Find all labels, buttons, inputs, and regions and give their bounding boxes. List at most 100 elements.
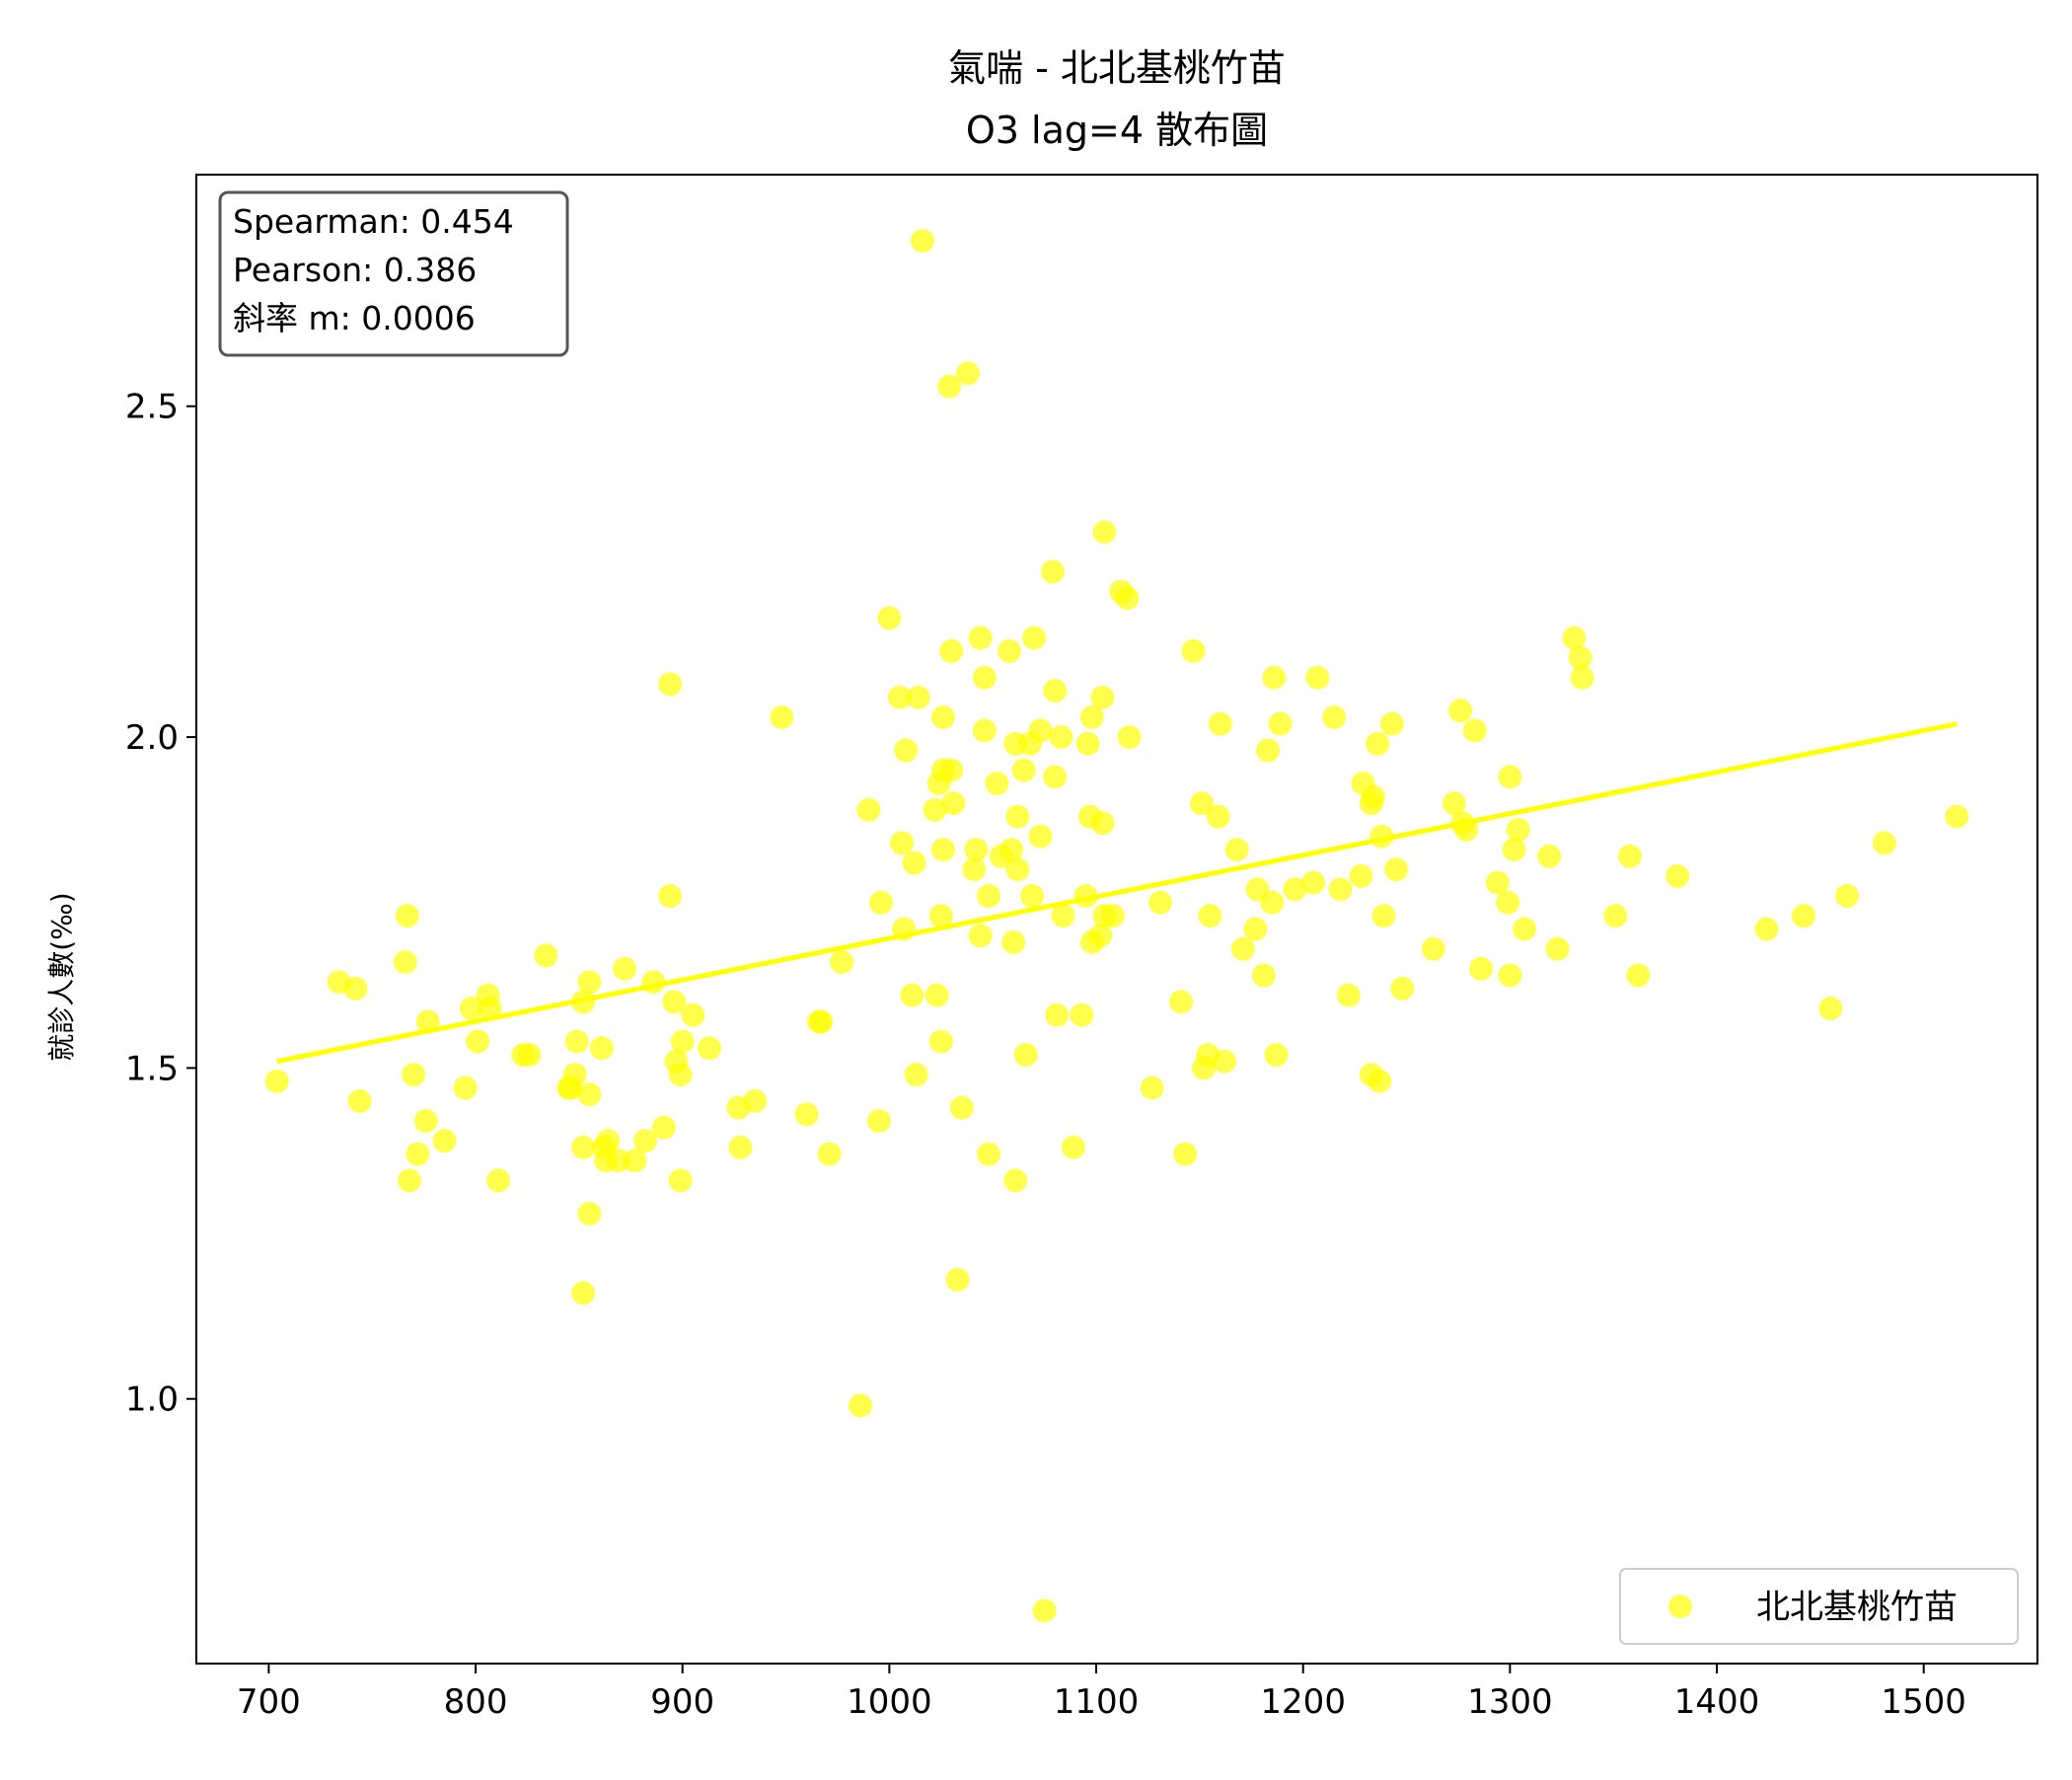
data-point	[1005, 804, 1030, 829]
data-point	[728, 1135, 753, 1159]
data-point	[406, 1142, 430, 1166]
slope-stat: 斜率 m: 0.0006	[233, 299, 476, 337]
data-point	[889, 831, 914, 855]
data-point	[1090, 685, 1115, 709]
plot-frame	[195, 174, 2038, 1665]
data-point	[1168, 990, 1193, 1014]
data-point	[1379, 711, 1404, 736]
data-point	[849, 1393, 873, 1418]
data-point	[1322, 705, 1347, 729]
y-axis-label: 就診人數(‰)	[45, 892, 78, 1061]
chart-title-line1: 氣喘 - 北北基桃竹苗	[948, 46, 1286, 90]
data-point	[1189, 791, 1214, 816]
data-point	[589, 1036, 614, 1061]
data-point	[939, 638, 964, 663]
data-point	[571, 1281, 596, 1305]
data-point	[1366, 731, 1390, 756]
data-point	[1022, 626, 1047, 650]
data-point	[1181, 638, 1206, 663]
spearman-stat: Spearman: 0.454	[233, 202, 514, 241]
data-point	[1498, 765, 1522, 789]
chart-title-line2: O3 lag=4 散布圖	[966, 109, 1268, 152]
data-point	[1469, 956, 1494, 981]
data-point	[1264, 1042, 1289, 1067]
data-point	[887, 685, 912, 709]
data-point	[662, 990, 687, 1014]
data-point	[949, 1095, 974, 1120]
data-point	[1003, 1168, 1028, 1193]
data-point	[1051, 904, 1075, 928]
data-point	[902, 851, 926, 875]
legend-label: 北北基桃竹苗	[1756, 1588, 1958, 1627]
y-tick-label: 1.0	[125, 1380, 179, 1420]
data-point	[1485, 870, 1510, 895]
data-point	[743, 1088, 768, 1113]
data-point	[1005, 857, 1030, 882]
data-point	[1792, 904, 1816, 928]
stats-box: Spearman: 0.454 Pearson: 0.386 斜率 m: 0.0…	[218, 190, 569, 357]
data-point	[1070, 1002, 1094, 1027]
data-point	[1835, 884, 1860, 909]
data-point	[910, 229, 934, 254]
data-point	[1336, 983, 1361, 1007]
data-point	[928, 1029, 953, 1054]
data-point	[830, 950, 854, 975]
data-point	[1626, 963, 1651, 988]
data-point	[658, 672, 683, 697]
data-point	[1020, 884, 1045, 909]
legend: 北北基桃竹苗	[1619, 1568, 2019, 1645]
data-point	[670, 1029, 695, 1054]
data-point	[1568, 645, 1592, 670]
data-point	[632, 1129, 657, 1153]
data-point	[900, 983, 925, 1007]
data-point	[945, 1268, 970, 1293]
data-point	[1028, 824, 1053, 849]
data-point	[347, 1088, 372, 1113]
data-point	[1117, 725, 1142, 750]
data-point	[1041, 559, 1066, 584]
data-point	[1361, 784, 1385, 809]
data-point	[906, 685, 930, 709]
y-tick-label: 1.5	[125, 1049, 179, 1088]
x-tick-label: 1000	[847, 1682, 932, 1722]
data-point	[930, 705, 955, 729]
x-tick-label: 1100	[1054, 1682, 1140, 1722]
data-point	[1140, 1075, 1164, 1100]
x-tick-label: 1300	[1467, 1682, 1553, 1722]
data-point	[1498, 963, 1522, 988]
x-tick-label: 1500	[1881, 1682, 1966, 1722]
data-point	[432, 1129, 457, 1153]
data-point	[1208, 711, 1232, 736]
data-point	[1092, 520, 1117, 545]
data-point	[577, 1082, 602, 1107]
data-point	[1513, 917, 1537, 941]
data-point	[1301, 870, 1326, 895]
data-point	[517, 1042, 542, 1067]
data-point	[923, 797, 947, 822]
data-point	[1390, 976, 1415, 1001]
data-point	[486, 1168, 511, 1193]
data-point	[1617, 844, 1642, 868]
data-point	[962, 857, 987, 882]
data-point	[564, 1029, 589, 1054]
x-tick-label: 800	[444, 1682, 508, 1722]
data-point	[1570, 665, 1594, 690]
data-point	[596, 1129, 621, 1153]
data-point	[606, 1149, 630, 1173]
data-point	[794, 1102, 819, 1127]
data-point	[968, 924, 993, 948]
data-point	[1328, 877, 1353, 902]
data-point	[1224, 838, 1249, 862]
data-point	[562, 1063, 587, 1087]
data-point	[894, 738, 919, 763]
data-point	[1448, 699, 1473, 723]
data-point	[1305, 665, 1330, 690]
data-point	[1173, 1142, 1198, 1166]
data-point	[877, 606, 902, 630]
data-point	[1754, 917, 1779, 941]
data-point	[1088, 924, 1113, 948]
data-point	[402, 1063, 426, 1087]
data-point	[977, 884, 1001, 909]
y-tick-label: 2.0	[125, 718, 179, 758]
y-axis: 1.0 1.5 2.0 2.5	[125, 388, 196, 1420]
